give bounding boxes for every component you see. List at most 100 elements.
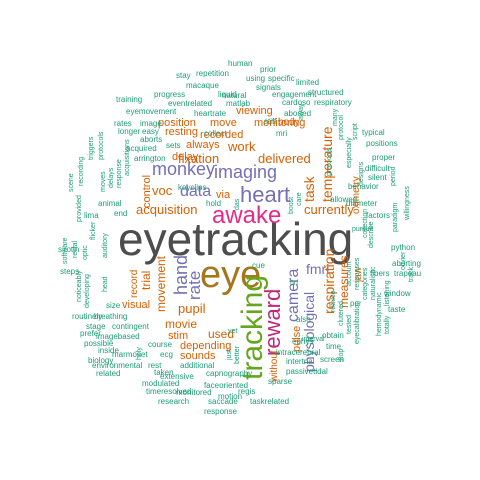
cloud-word: fibers xyxy=(370,269,390,278)
cloud-word: tested xyxy=(346,314,353,334)
cloud-word: difficult xyxy=(365,164,390,173)
cloud-word: currently xyxy=(304,202,354,217)
cloud-word: developing xyxy=(84,274,91,308)
cloud-word: ecg xyxy=(160,350,173,359)
cloud-word: intracerebral xyxy=(276,348,321,357)
cloud-word: pursuit xyxy=(352,226,374,233)
cloud-word: depending xyxy=(180,340,232,352)
cloud-word: image xyxy=(140,119,162,128)
cloud-word: move xyxy=(210,117,237,129)
cloud-word: macaque xyxy=(186,81,219,90)
cloud-word: end xyxy=(114,209,128,218)
cloud-word: data xyxy=(180,183,212,200)
cloud-word: regis xyxy=(238,387,256,396)
cloud-word: python xyxy=(391,243,416,252)
cloud-word: acquisition xyxy=(136,202,198,217)
cloud-word: research xyxy=(158,397,190,406)
cloud-word: via xyxy=(216,189,231,201)
cloud-word: progress xyxy=(154,90,186,99)
cloud-word: taskrelated xyxy=(250,397,290,406)
cloud-word: delivered xyxy=(258,151,311,166)
cloud-word: imaging xyxy=(214,162,278,182)
cloud-word: signals xyxy=(256,83,281,92)
cloud-word: categories xyxy=(362,267,369,300)
cloud-word: aborted xyxy=(284,109,312,118)
cloud-word: biology xyxy=(88,356,114,365)
cloud-word: voc xyxy=(152,183,173,198)
cloud-word: scene xyxy=(68,173,75,192)
cloud-word: moves xyxy=(100,171,107,192)
cloud-word: capnography xyxy=(206,369,253,378)
cloud-word: protocols xyxy=(326,147,333,176)
cloud-word: timeresolved xyxy=(146,387,192,396)
cloud-word: provided xyxy=(76,195,83,222)
cloud-word: intertrial xyxy=(286,357,315,366)
cloud-word: heart xyxy=(240,182,291,207)
cloud-word: training xyxy=(116,95,143,104)
cloud-word: liquid xyxy=(218,90,237,99)
cloud-word: body xyxy=(278,117,300,128)
cloud-word: stiff xyxy=(264,117,277,126)
cloud-word: possible xyxy=(84,339,114,348)
cloud-word: additional xyxy=(180,361,215,370)
cloud-word: proper xyxy=(372,153,396,162)
cloud-word: sparse xyxy=(268,377,293,386)
cloud-word: software xyxy=(62,237,69,264)
cloud-word: work xyxy=(228,139,256,154)
cloud-word: allowed xyxy=(330,195,358,204)
cloud-word: trapeau xyxy=(394,269,422,278)
cloud-word: head xyxy=(102,276,109,292)
cloud-word: prior xyxy=(260,65,277,74)
cloud-word: typical xyxy=(362,128,385,137)
cloud-word: animal xyxy=(98,199,122,208)
cloud-word: care xyxy=(296,192,303,206)
cloud-word: collect xyxy=(204,129,227,138)
cloud-word: eyetracking xyxy=(118,213,354,265)
cloud-word: control xyxy=(141,174,153,208)
cloud-word: inside xyxy=(98,346,119,355)
cloud-word: imagebased xyxy=(96,332,140,341)
cloud-word: saccade xyxy=(208,397,238,406)
cloud-word: matlab xyxy=(226,99,251,108)
cloud-word: aborting xyxy=(392,259,421,268)
cloud-word: per xyxy=(350,299,362,308)
cloud-word: stage xyxy=(86,322,106,331)
cloud-word: boost xyxy=(288,196,295,214)
cloud-word: modulated xyxy=(142,379,180,388)
cloud-word: arrington xyxy=(134,154,166,163)
cloud-word: better xyxy=(234,346,241,364)
cloud-word: breathing xyxy=(94,312,128,321)
cloud-word: eyemovement xyxy=(126,107,177,116)
cloud-word: responses xyxy=(354,257,361,290)
cloud-word: willingness xyxy=(404,186,411,220)
cloud-word: yet xyxy=(228,328,238,335)
cloud-word: protocols xyxy=(98,131,105,160)
cloud-word: contingent xyxy=(112,322,149,331)
cloud-word: response xyxy=(204,407,237,416)
cloud-word: optic xyxy=(82,245,89,260)
cloud-word: fmri xyxy=(306,261,330,277)
cloud-word: away xyxy=(298,103,305,120)
cloud-word: reduce xyxy=(330,290,337,312)
cloud-word: hold xyxy=(206,199,222,208)
cloud-word: period xyxy=(390,166,397,186)
cloud-word: designs xyxy=(358,161,365,186)
cloud-word: pupil xyxy=(178,301,206,316)
cloud-word: repetition xyxy=(196,69,229,78)
cloud-word: taken xyxy=(154,368,174,377)
cloud-word: resting xyxy=(165,126,199,138)
cloud-word: recorded xyxy=(200,129,244,141)
cloud-word: triggers xyxy=(88,136,95,160)
cloud-word: human xyxy=(228,59,253,68)
cloud-word: cue xyxy=(252,261,265,270)
cloud-word: ephys xyxy=(292,337,314,346)
cloud-word: paradigm xyxy=(392,202,399,232)
cloud-word: also xyxy=(296,315,311,324)
cloud-word: stim xyxy=(168,330,189,342)
cloud-word: flicker xyxy=(90,221,97,240)
cloud-word: related xyxy=(96,369,121,378)
cloud-word: window xyxy=(384,289,411,298)
cloud-word: screen xyxy=(320,355,345,364)
cloud-word: fixation xyxy=(178,151,220,166)
